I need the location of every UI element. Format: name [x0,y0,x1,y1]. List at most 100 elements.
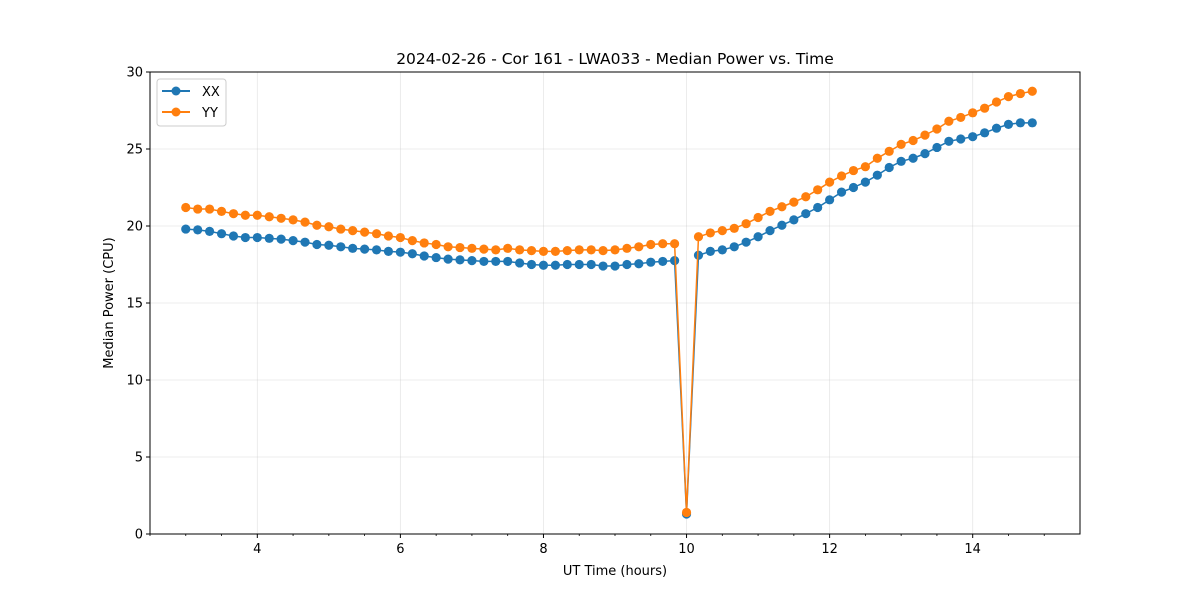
legend-label-yy: YY [201,106,218,121]
data-point-xx [336,242,346,252]
data-point-yy [920,130,930,140]
data-point-xx [956,134,966,144]
data-point-xx [562,259,572,270]
data-point-yy [312,220,322,230]
data-point-xx [491,256,501,267]
data-point-xx [586,259,596,270]
data-point-xx [204,226,215,236]
data-point-yy [658,239,668,249]
data-point-xx [360,244,370,254]
data-point-xx [312,239,322,250]
data-point-yy [491,245,501,255]
y-tick-label: 5 [135,451,143,466]
data-point-xx [753,232,763,242]
data-point-xx [825,195,835,205]
data-point-yy [860,162,870,172]
data-point-yy [872,153,882,163]
data-point-yy [204,204,215,214]
data-point-yy [336,224,346,234]
data-point-xx [348,243,358,253]
data-point-xx [741,237,751,247]
data-point-xx [980,128,990,138]
data-point-xx [610,261,620,271]
data-point-yy [467,243,477,253]
legend: XX YY [156,78,227,127]
data-point-xx [503,256,513,267]
data-point-yy [574,245,584,255]
data-point-xx [777,220,787,230]
data-point-yy [395,232,405,243]
data-point-yy [503,243,513,253]
data-point-xx [920,149,930,159]
y-tick-label: 0 [135,528,143,543]
data-point-xx [574,259,584,270]
data-point-xx [646,257,656,267]
data-point-yy [360,227,370,237]
data-point-yy [1003,92,1014,102]
data-point-yy [717,226,727,236]
data-point-yy [968,108,978,118]
data-point-xx [228,231,239,241]
data-point-xx [991,123,1002,133]
data-point-yy [216,206,227,216]
data-point-yy [276,213,286,223]
data-point-xx [443,254,453,264]
x-tick-label: 8 [539,542,547,557]
y-tick-label: 30 [126,66,143,81]
data-point-yy [729,223,739,233]
data-point-yy [956,112,966,123]
x-tick-label: 6 [396,542,404,557]
data-point-xx [252,232,262,243]
data-point-xx [1003,119,1014,129]
x-axis-label: UT Time (hours) [563,564,667,579]
data-point-yy [741,219,751,229]
series-layer [181,86,1037,519]
data-point-yy [1015,88,1026,99]
data-point-xx [658,256,668,267]
data-point-xx [789,215,799,225]
data-point-xx [193,225,203,235]
data-point-yy [991,97,1002,107]
data-point-xx [515,258,525,268]
data-point-yy [753,212,763,223]
data-point-xx [181,224,191,234]
data-point-yy [825,177,835,187]
data-point-xx [419,251,429,261]
data-point-yy [848,165,859,176]
data-point-xx [693,250,704,260]
data-point-yy [610,245,620,255]
data-point-xx [848,182,859,193]
data-point-yy [801,192,811,202]
x-tick-label: 12 [821,542,838,557]
data-point-yy [264,212,274,222]
ticks: 4 6 8 10 12 14 0 5 10 15 20 25 30 [126,66,1045,557]
data-point-yy [252,210,262,220]
data-point-xx [479,256,489,267]
data-point-yy [407,236,417,246]
data-point-xx [1015,118,1026,128]
data-point-yy [288,215,298,225]
data-point-xx [896,156,906,166]
data-point-xx [240,232,250,243]
data-point-yy [515,245,525,255]
data-point-xx [264,233,274,243]
data-point-xx [836,187,847,197]
data-point-yy [705,228,715,238]
data-point-yy [789,197,799,207]
data-point-xx [598,261,608,271]
x-tick-label: 4 [253,542,261,557]
data-point-yy [634,242,644,252]
data-point-xx [813,202,823,213]
data-point-xx [467,256,477,266]
data-point-yy [908,135,918,146]
data-point-xx [407,249,417,259]
data-point-yy [777,202,787,212]
data-point-xx [717,245,727,255]
data-point-yy [443,242,453,252]
data-point-yy [371,229,382,239]
y-tick-label: 15 [126,297,143,312]
y-axis-label: Median Power (CPU) [102,237,117,368]
x-tick-label: 10 [678,542,695,557]
data-point-xx [550,260,561,270]
